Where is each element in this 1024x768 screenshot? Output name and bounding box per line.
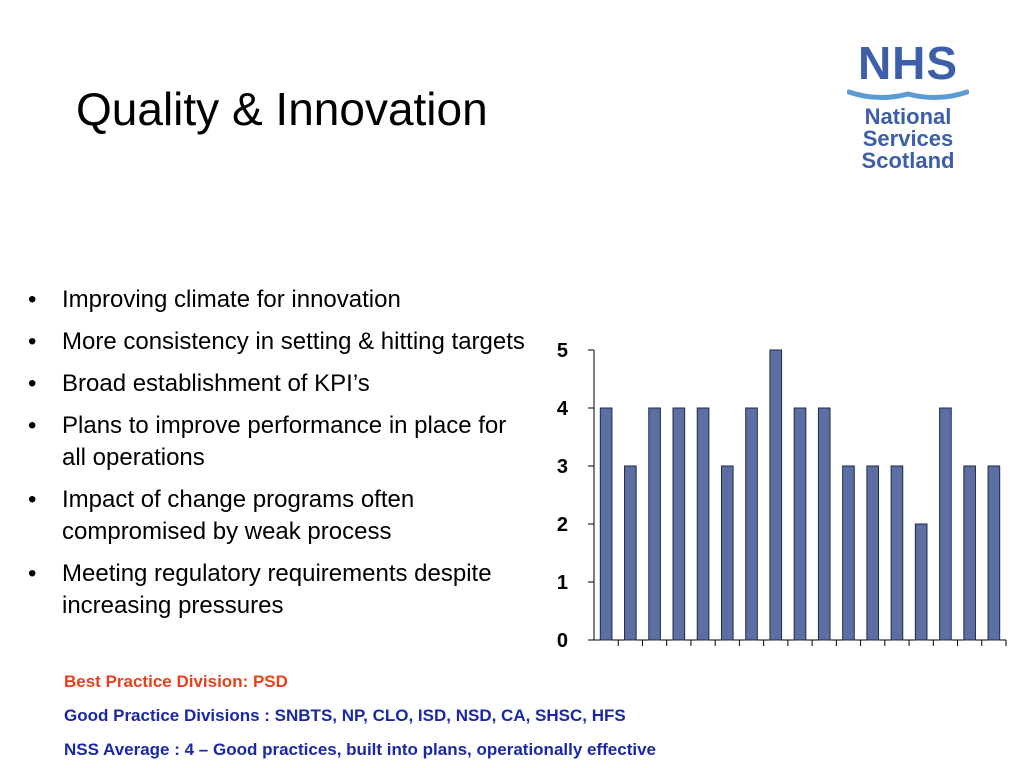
bar: [939, 407, 952, 641]
bullet-marker: •: [28, 486, 37, 513]
bullet-list: • Improving climate for innovation • More …: [28, 284, 528, 632]
y-tick-label: 5: [557, 340, 568, 362]
bullet-item: • Broad establishment of KPI’s: [28, 368, 528, 400]
bar: [648, 407, 661, 641]
y-tick-label: 4: [557, 398, 569, 420]
bullet-text: Meeting regulatory requirements despite …: [62, 560, 492, 619]
bullet-text: Improving climate for innovation: [62, 286, 401, 313]
bullet-marker: •: [28, 328, 37, 355]
bullet-text: More consistency in setting & hitting ta…: [62, 328, 525, 355]
bar: [696, 407, 710, 641]
bar: [720, 465, 734, 641]
bullet-marker: •: [28, 560, 37, 587]
slide-title: Quality & Innovation: [76, 83, 488, 135]
nhs-logo: NHS National Services Scotland: [838, 40, 978, 190]
bar: [672, 407, 686, 641]
bar: [914, 523, 928, 641]
bullet-item: • Meeting regulatory requirements despite…: [28, 558, 528, 622]
bullet-item: • Improving climate for innovation: [28, 284, 528, 316]
bullet-text: Plans to improve performance in place fo…: [62, 412, 507, 471]
bar: [866, 465, 880, 641]
bullet-text: Impact of change programs often compromi…: [62, 486, 415, 545]
logo-org-line-1: National: [864, 104, 952, 129]
bar: [599, 407, 613, 641]
bullet-item: • Impact of change programs often comprom…: [28, 484, 528, 548]
bar: [987, 465, 1001, 641]
y-tick-label: 3: [557, 456, 568, 478]
wave-icon: [847, 89, 969, 100]
y-tick-label: 1: [557, 572, 568, 594]
bullet-text: Broad establishment of KPI’s: [62, 370, 370, 397]
y-tick-label: 2: [557, 514, 568, 536]
bar: [624, 465, 637, 641]
bullet-item: • More consistency in setting & hitting t…: [28, 326, 528, 358]
bar: [745, 407, 758, 641]
kpi-bar-chart: 0 1 2 3 4 5: [557, 340, 1007, 652]
bullet-item: • Plans to improve performance in place f…: [28, 410, 528, 474]
bar: [842, 465, 855, 641]
bar: [817, 407, 831, 641]
bar: [963, 465, 976, 641]
bar: [769, 349, 783, 641]
logo-org-line-3: Scotland: [861, 148, 955, 173]
bar: [793, 407, 807, 641]
best-practice-note: Best Practice Division: PSD: [64, 672, 288, 691]
logo-org-line-2: Services: [862, 126, 954, 151]
logo-mark: NHS: [857, 37, 959, 89]
bullet-marker: •: [28, 286, 37, 313]
average-note: NSS Average : 4 – Good practices, built …: [64, 740, 657, 759]
good-practice-note: Good Practice Divisions : SNBTS, NP, CLO…: [64, 706, 626, 725]
bullet-marker: •: [28, 370, 37, 397]
bar: [890, 465, 904, 641]
y-tick-label: 0: [557, 630, 568, 652]
bullet-marker: •: [28, 412, 37, 439]
